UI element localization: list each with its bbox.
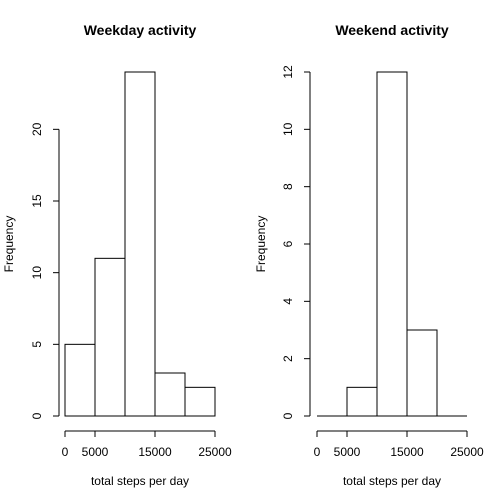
weekend-y-axis-label: Frequency bbox=[254, 216, 268, 273]
weekend-y-tick-label: 2 bbox=[281, 355, 295, 362]
weekday-bars bbox=[64, 71, 216, 417]
weekend-y-axis: 0 2 4 6 8 10 12 bbox=[281, 65, 311, 419]
weekday-bar bbox=[94, 257, 126, 417]
weekday-y-tick-label: 0 bbox=[30, 412, 44, 419]
weekend-y-tick-label: 10 bbox=[281, 122, 295, 136]
weekend-bar bbox=[346, 386, 378, 417]
weekday-y-tick-label: 10 bbox=[30, 266, 44, 280]
weekend-y-tick-label: 6 bbox=[281, 240, 295, 247]
weekday-x-tick-label: 25000 bbox=[198, 445, 232, 459]
weekday-x-tick-label: 15000 bbox=[138, 445, 172, 459]
weekend-x-axis-label: total steps per day bbox=[343, 474, 441, 488]
weekend-bars bbox=[317, 71, 467, 417]
weekday-x-tick-label: 5000 bbox=[82, 445, 109, 459]
weekend-x-tick-label: 5000 bbox=[334, 445, 361, 459]
weekday-y-tick-label: 15 bbox=[30, 194, 44, 208]
weekend-x-tick-label: 25000 bbox=[450, 445, 484, 459]
weekday-chart-title: Weekday activity bbox=[84, 22, 197, 38]
weekend-y-tick-label: 4 bbox=[281, 298, 295, 305]
weekend-chart-title: Weekend activity bbox=[335, 22, 449, 38]
weekend-y-tick-label: 8 bbox=[281, 183, 295, 190]
weekday-y-tick-label: 5 bbox=[30, 341, 44, 348]
weekday-y-tick-label: 20 bbox=[30, 122, 44, 136]
weekend-y-tick-label: 12 bbox=[281, 65, 295, 79]
weekday-y-axis-label: Frequency bbox=[2, 216, 16, 273]
weekday-panel: Weekday activity total steps per day Fre… bbox=[2, 22, 232, 488]
weekend-y-tick-label: 0 bbox=[281, 412, 295, 419]
weekday-bar bbox=[154, 372, 186, 417]
weekday-bar bbox=[64, 343, 96, 417]
weekday-bar bbox=[124, 71, 156, 417]
weekend-bar bbox=[376, 71, 408, 417]
weekday-x-axis: 0 5000 15000 25000 bbox=[62, 430, 232, 459]
weekend-x-tick-label: 0 bbox=[314, 445, 321, 459]
weekend-bar bbox=[406, 329, 438, 417]
weekday-bar bbox=[184, 386, 216, 417]
weekday-x-tick-label: 0 bbox=[62, 445, 69, 459]
weekend-x-axis: 0 5000 15000 25000 bbox=[314, 430, 484, 459]
weekend-x-tick-label: 15000 bbox=[390, 445, 424, 459]
weekday-y-axis: 0 5 10 15 20 bbox=[30, 122, 60, 419]
weekend-panel: Weekend activity total steps per day Fre… bbox=[254, 22, 484, 488]
weekday-x-axis-label: total steps per day bbox=[91, 474, 189, 488]
